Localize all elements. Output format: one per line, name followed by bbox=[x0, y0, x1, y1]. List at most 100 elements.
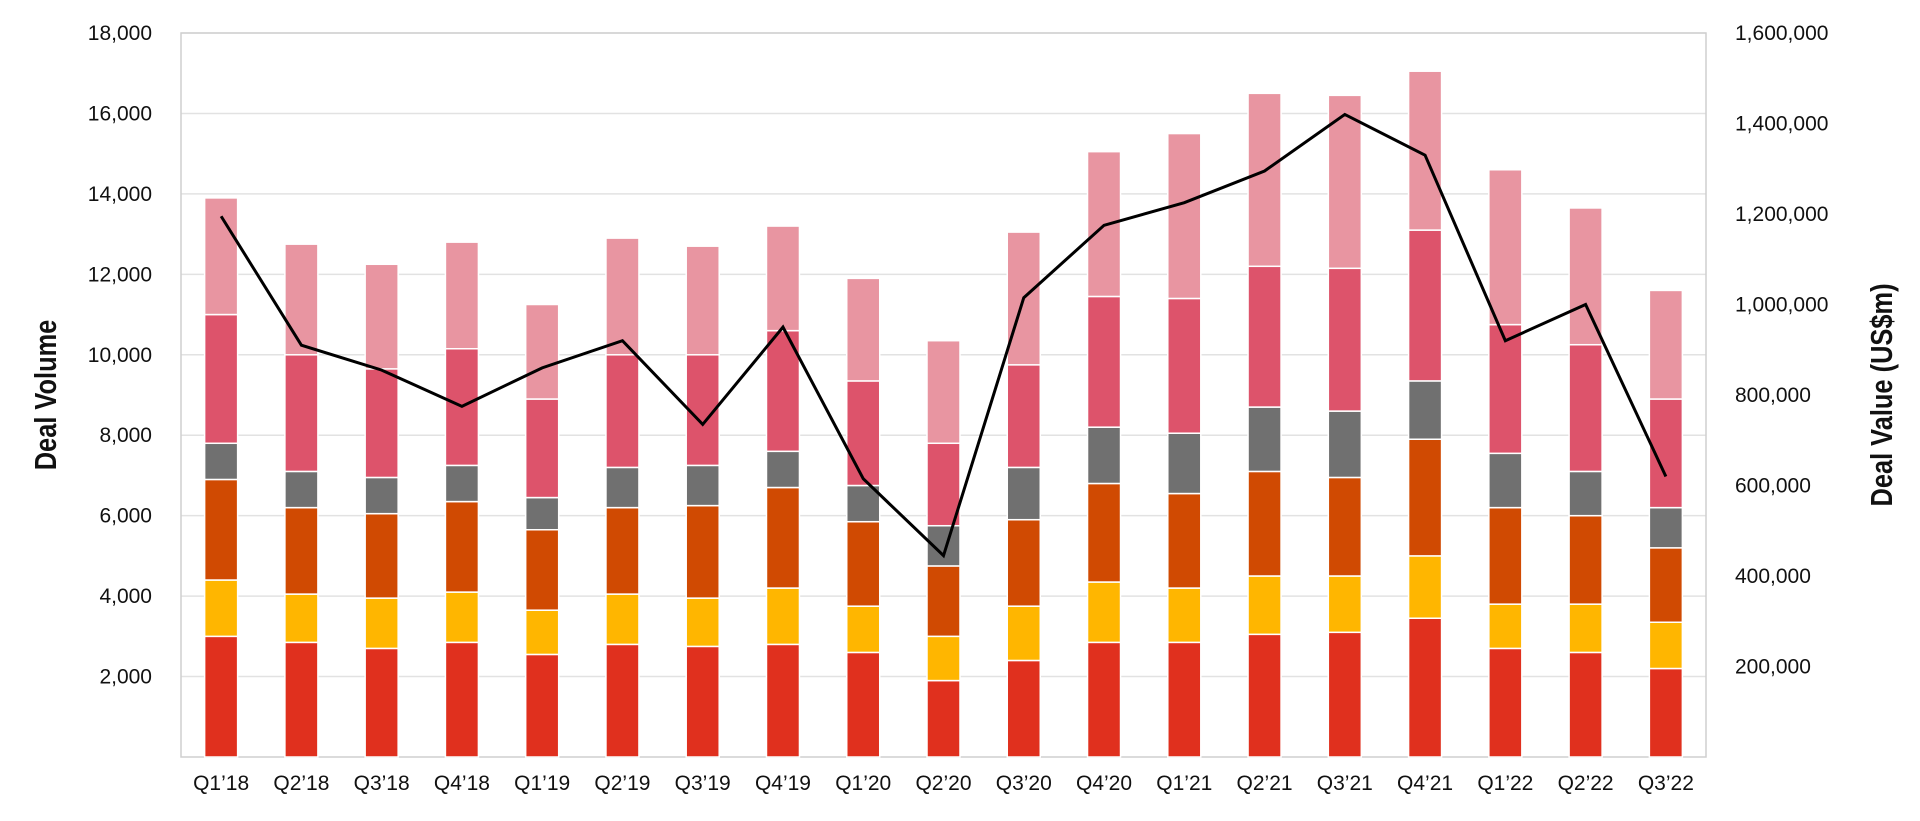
bar-segment bbox=[445, 642, 478, 757]
bar-segment bbox=[847, 381, 880, 486]
x-tick-label: Q2’19 bbox=[594, 772, 650, 795]
bar-segment bbox=[1088, 427, 1121, 483]
x-tick-label: Q1’20 bbox=[835, 772, 891, 795]
bar-segment bbox=[526, 305, 559, 400]
bar-segment bbox=[1248, 407, 1281, 471]
bar-segment bbox=[1569, 516, 1602, 604]
bar-segment bbox=[1248, 471, 1281, 576]
bar-segment bbox=[1409, 230, 1442, 381]
x-tick-label: Q3’20 bbox=[996, 772, 1052, 795]
bar-segment bbox=[606, 594, 639, 644]
bar-segment bbox=[927, 636, 960, 680]
bar-segment bbox=[1088, 582, 1121, 642]
bar-segment bbox=[1569, 652, 1602, 757]
bar-segment bbox=[365, 514, 398, 598]
bar-segment bbox=[1649, 548, 1682, 622]
bar-segment bbox=[686, 246, 719, 355]
bar-segment bbox=[847, 652, 880, 757]
bar-segment bbox=[205, 636, 238, 757]
bar-segment bbox=[365, 598, 398, 648]
bar-segment bbox=[1409, 381, 1442, 439]
left-tick-label: 6,000 bbox=[99, 505, 152, 528]
x-tick-label: Q3’21 bbox=[1317, 772, 1373, 795]
right-tick-label: 200,000 bbox=[1735, 656, 1811, 679]
bar-segment bbox=[686, 598, 719, 646]
right-tick-label: 600,000 bbox=[1735, 475, 1811, 498]
bar-segment bbox=[1007, 606, 1040, 660]
bar-segment bbox=[205, 580, 238, 636]
bar-segment bbox=[1088, 296, 1121, 427]
x-tick-label: Q1’21 bbox=[1156, 772, 1212, 795]
left-tick-label: 12,000 bbox=[88, 263, 152, 286]
bar-segment bbox=[285, 642, 318, 757]
bar-segment bbox=[1569, 208, 1602, 345]
left-tick-label: 4,000 bbox=[99, 585, 152, 608]
x-tick-label: Q4’19 bbox=[755, 772, 811, 795]
left-axis-title: Deal Volume bbox=[29, 320, 64, 471]
bar-segment bbox=[1088, 642, 1121, 757]
right-tick-label: 1,000,000 bbox=[1735, 294, 1828, 317]
bar-segment bbox=[1328, 576, 1361, 632]
bar-segment bbox=[1248, 634, 1281, 757]
bar-segment bbox=[766, 488, 799, 589]
bar-segment bbox=[766, 451, 799, 487]
bar-segment bbox=[847, 278, 880, 381]
bar-segment bbox=[1007, 467, 1040, 519]
bar-segment bbox=[1168, 298, 1201, 433]
left-axis-ticks: 2,0004,0006,0008,00010,00012,00014,00016… bbox=[88, 22, 152, 689]
right-tick-label: 1,400,000 bbox=[1735, 113, 1828, 136]
left-tick-label: 2,000 bbox=[99, 666, 152, 689]
bar-segment bbox=[606, 238, 639, 355]
bar-segment bbox=[606, 467, 639, 507]
bar-segment bbox=[285, 471, 318, 507]
x-tick-label: Q4’18 bbox=[434, 772, 490, 795]
bar-segment bbox=[686, 646, 719, 757]
bar-segment bbox=[1328, 268, 1361, 411]
bar-segment bbox=[766, 644, 799, 757]
left-tick-label: 14,000 bbox=[88, 183, 152, 206]
bar-segment bbox=[1569, 471, 1602, 515]
x-tick-label: Q1’19 bbox=[514, 772, 570, 795]
bar-segment bbox=[847, 522, 880, 606]
bar-segment bbox=[1328, 477, 1361, 576]
bar-segment bbox=[285, 355, 318, 472]
bar-segment bbox=[1649, 290, 1682, 399]
bar-segment bbox=[927, 681, 960, 757]
bar-segment bbox=[1489, 604, 1522, 648]
bar-segment bbox=[766, 226, 799, 331]
bar-segment bbox=[1409, 439, 1442, 556]
bar-segment bbox=[847, 606, 880, 652]
left-tick-label: 10,000 bbox=[88, 344, 152, 367]
x-tick-label: Q2’22 bbox=[1558, 772, 1614, 795]
bar-segment bbox=[1409, 618, 1442, 757]
bar-segment bbox=[686, 506, 719, 599]
bar-segment bbox=[1007, 520, 1040, 606]
bar-segment bbox=[1088, 483, 1121, 582]
bar-segment bbox=[526, 498, 559, 530]
bar-segment bbox=[686, 465, 719, 505]
bar-segment bbox=[526, 654, 559, 757]
bar-segment bbox=[606, 508, 639, 594]
right-tick-label: 1,200,000 bbox=[1735, 203, 1828, 226]
bar-segment bbox=[365, 648, 398, 757]
bar-segment bbox=[1248, 266, 1281, 407]
x-tick-label: Q1’18 bbox=[193, 772, 249, 795]
bar-segment bbox=[1328, 632, 1361, 757]
bar-segment bbox=[1007, 365, 1040, 468]
right-tick-label: 800,000 bbox=[1735, 384, 1811, 407]
bar-segment bbox=[927, 341, 960, 444]
bar-segment bbox=[1168, 134, 1201, 299]
bar-segment bbox=[205, 198, 238, 315]
x-tick-label: Q3’18 bbox=[354, 772, 410, 795]
bar-segment bbox=[927, 443, 960, 525]
bar-segment bbox=[1328, 411, 1361, 477]
bar-segment bbox=[1489, 508, 1522, 605]
bar-segment bbox=[526, 399, 559, 498]
bar-segment bbox=[1489, 325, 1522, 454]
bar-segment bbox=[1489, 453, 1522, 507]
x-tick-label: Q1’22 bbox=[1477, 772, 1533, 795]
bar-segment bbox=[1168, 642, 1201, 757]
x-tick-label: Q4’20 bbox=[1076, 772, 1132, 795]
